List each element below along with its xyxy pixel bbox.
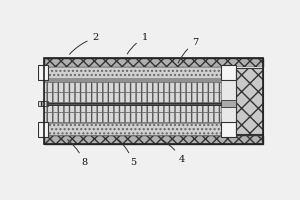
Bar xyxy=(44,92,221,102)
Bar xyxy=(44,102,221,112)
Bar xyxy=(44,119,221,135)
Text: 7: 7 xyxy=(178,38,199,63)
Bar xyxy=(38,65,48,80)
Bar xyxy=(38,101,48,106)
Bar xyxy=(236,68,263,134)
Bar xyxy=(221,122,236,137)
Bar xyxy=(44,135,263,144)
Text: 1: 1 xyxy=(127,33,148,54)
Bar xyxy=(44,78,221,124)
Text: 5: 5 xyxy=(118,140,136,167)
Bar xyxy=(44,67,263,135)
Bar xyxy=(221,100,236,107)
Bar xyxy=(44,58,263,67)
Bar xyxy=(44,67,221,83)
Text: 8: 8 xyxy=(68,140,87,167)
Bar xyxy=(221,65,236,80)
Bar xyxy=(44,103,221,105)
Text: 2: 2 xyxy=(70,33,99,54)
Bar xyxy=(44,58,263,144)
Text: 4: 4 xyxy=(161,139,185,164)
Bar xyxy=(44,112,221,122)
Bar xyxy=(38,122,48,137)
Bar xyxy=(44,82,221,92)
